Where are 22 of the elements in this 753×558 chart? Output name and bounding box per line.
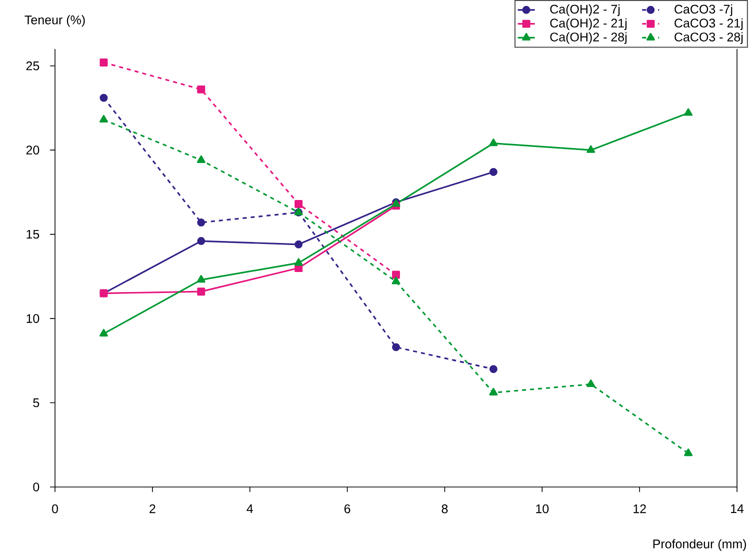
x-axis-title: Profondeur (mm) (653, 539, 746, 551)
x-tick-label: 12 (634, 504, 646, 514)
x-tick-label: 2 (150, 504, 156, 514)
legend-label: CaCO3 - 28j (674, 32, 743, 44)
x-tick-label: 6 (344, 504, 350, 514)
legend-label: Ca(OH)2 - 21j (550, 18, 627, 30)
legend-label: Ca(OH)2 - 7j (550, 4, 620, 16)
y-tick-label: 15 (26, 230, 40, 239)
y-tick-label: 10 (26, 314, 40, 323)
x-tick-label: 14 (731, 504, 744, 513)
x-tick-label: 10 (536, 504, 549, 514)
y-tick-label: 5 (33, 398, 40, 408)
y-tick-label: 25 (26, 61, 40, 70)
x-tick-label: 0 (52, 504, 58, 514)
y-tick-label: 0 (33, 482, 40, 492)
x-tick-label: 4 (246, 504, 253, 513)
x-tick-label: 8 (442, 504, 448, 514)
legend-label: CaCO3 -7j (674, 4, 732, 16)
legend-label: Ca(OH)2 - 28j (550, 32, 627, 44)
y-axis-title: Teneur (%) (24, 15, 85, 27)
legend-label: CaCO3 - 21j (674, 18, 743, 30)
y-tick-label: 20 (26, 146, 40, 155)
